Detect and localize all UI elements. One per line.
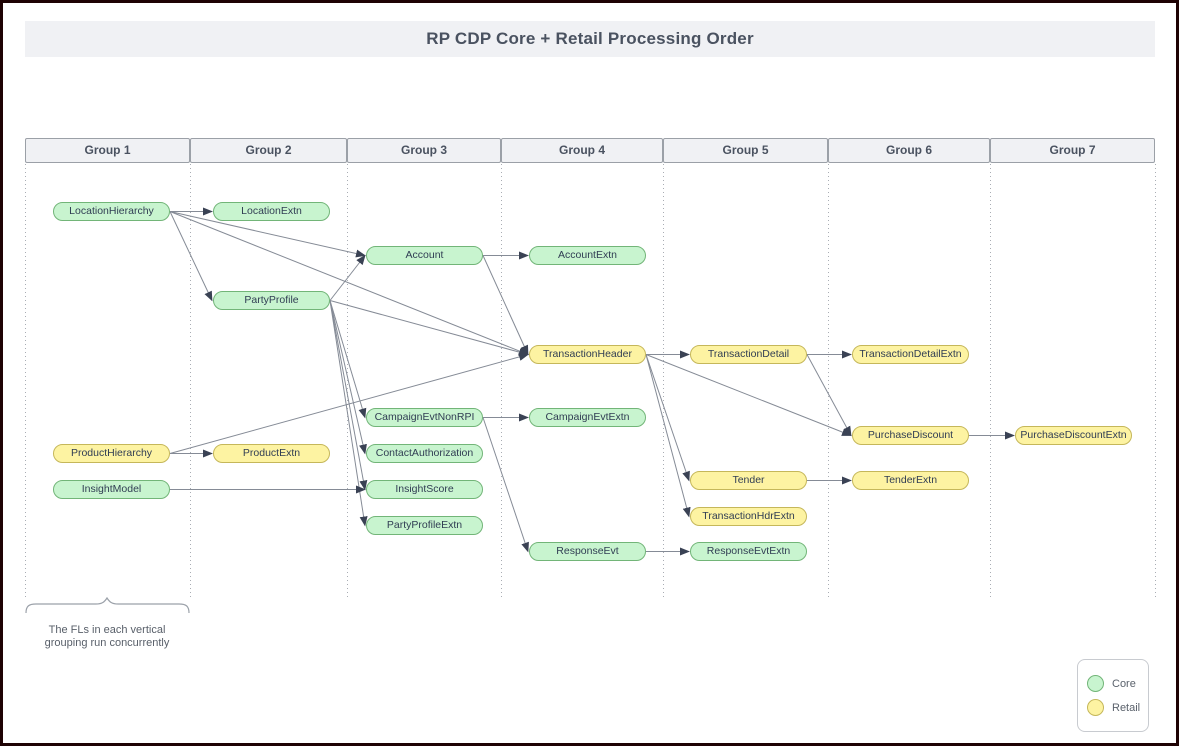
edge-Account-to-TransactionHeader xyxy=(482,255,529,356)
group-header-7: Group 7 xyxy=(990,138,1155,163)
node-PartyProfileExtn[interactable]: PartyProfileExtn xyxy=(366,516,483,535)
group-header-1: Group 1 xyxy=(25,138,190,163)
node-CampaignEvtExtn[interactable]: CampaignEvtExtn xyxy=(529,408,646,427)
node-ProductHierarchy[interactable]: ProductHierarchy xyxy=(53,444,170,463)
node-PartyProfile[interactable]: PartyProfile xyxy=(213,291,330,310)
legend-label-core: Core xyxy=(1112,677,1136,690)
edge-LocationHierarchy-to-Account xyxy=(169,211,366,258)
edge-ProductHierarchy-to-TransactionHeader xyxy=(169,353,529,454)
edge-PartyProfile-to-PartyProfileExtn xyxy=(329,300,368,527)
edge-TransactionHeader-to-Tender xyxy=(645,354,690,482)
column-separators xyxy=(25,164,1156,597)
node-InsightModel[interactable]: InsightModel xyxy=(53,480,170,499)
node-CampaignEvtNonRPI[interactable]: CampaignEvtNonRPI xyxy=(366,408,483,427)
edge-TransactionHeader-to-TransactionHdrExtn xyxy=(645,354,691,518)
edge-PartyProfile-to-InsightScore xyxy=(329,300,368,491)
edge-PartyProfile-to-CampaignEvtNonRPI xyxy=(329,300,367,419)
node-ResponseEvtExtn[interactable]: ResponseEvtExtn xyxy=(690,542,807,561)
node-ContactAuthorization[interactable]: ContactAuthorization xyxy=(366,444,483,463)
node-ResponseEvt[interactable]: ResponseEvt xyxy=(529,542,646,561)
group-header-4: Group 4 xyxy=(501,138,663,163)
node-Tender[interactable]: Tender xyxy=(690,471,807,490)
legend-label-retail: Retail xyxy=(1112,701,1141,714)
core-swatch-icon xyxy=(1087,675,1104,692)
edge-LocationHierarchy-to-TransactionHeader xyxy=(169,211,529,355)
node-TransactionHdrExtn[interactable]: TransactionHdrExtn xyxy=(690,507,807,526)
group-header-3: Group 3 xyxy=(347,138,501,163)
edge-CampaignEvtNonRPI-to-ResponseEvt xyxy=(482,417,529,553)
group-header-2: Group 2 xyxy=(190,138,347,163)
edge-LocationHierarchy-to-PartyProfile xyxy=(169,211,213,302)
node-TenderExtn[interactable]: TenderExtn xyxy=(852,471,969,490)
node-PurchaseDiscount[interactable]: PurchaseDiscount xyxy=(852,426,969,445)
node-LocationHierarchy[interactable]: LocationHierarchy xyxy=(53,202,170,221)
node-AccountExtn[interactable]: AccountExtn xyxy=(529,246,646,265)
node-TransactionHeader[interactable]: TransactionHeader xyxy=(529,345,646,364)
concurrency-brace xyxy=(25,596,190,614)
edge-PartyProfile-to-TransactionHeader xyxy=(329,300,529,356)
group-header-5: Group 5 xyxy=(663,138,828,163)
concurrency-note: The FLs in each vertical grouping run co… xyxy=(44,624,170,649)
edge-PartyProfile-to-Account xyxy=(329,254,366,301)
page-title: RP CDP Core + Retail Processing Order xyxy=(25,21,1155,57)
group-header-6: Group 6 xyxy=(828,138,990,163)
retail-swatch-icon xyxy=(1087,699,1104,716)
node-ProductExtn[interactable]: ProductExtn xyxy=(213,444,330,463)
edge-lines xyxy=(169,207,1015,556)
node-TransactionDetailExtn[interactable]: TransactionDetailExtn xyxy=(852,345,969,364)
node-LocationExtn[interactable]: LocationExtn xyxy=(213,202,330,221)
legend-row-retail: Retail xyxy=(1087,699,1148,716)
edge-PartyProfile-to-ContactAuthorization xyxy=(329,300,367,455)
legend-row-core: Core xyxy=(1087,675,1148,692)
edge-TransactionDetail-to-PurchaseDiscount xyxy=(806,354,852,437)
legend: Core Retail xyxy=(1077,659,1149,732)
edge-TransactionHeader-to-PurchaseDiscount xyxy=(645,354,852,436)
node-TransactionDetail[interactable]: TransactionDetail xyxy=(690,345,807,364)
node-Account[interactable]: Account xyxy=(366,246,483,265)
node-PurchaseDiscountExtn[interactable]: PurchaseDiscountExtn xyxy=(1015,426,1132,445)
node-InsightScore[interactable]: InsightScore xyxy=(366,480,483,499)
